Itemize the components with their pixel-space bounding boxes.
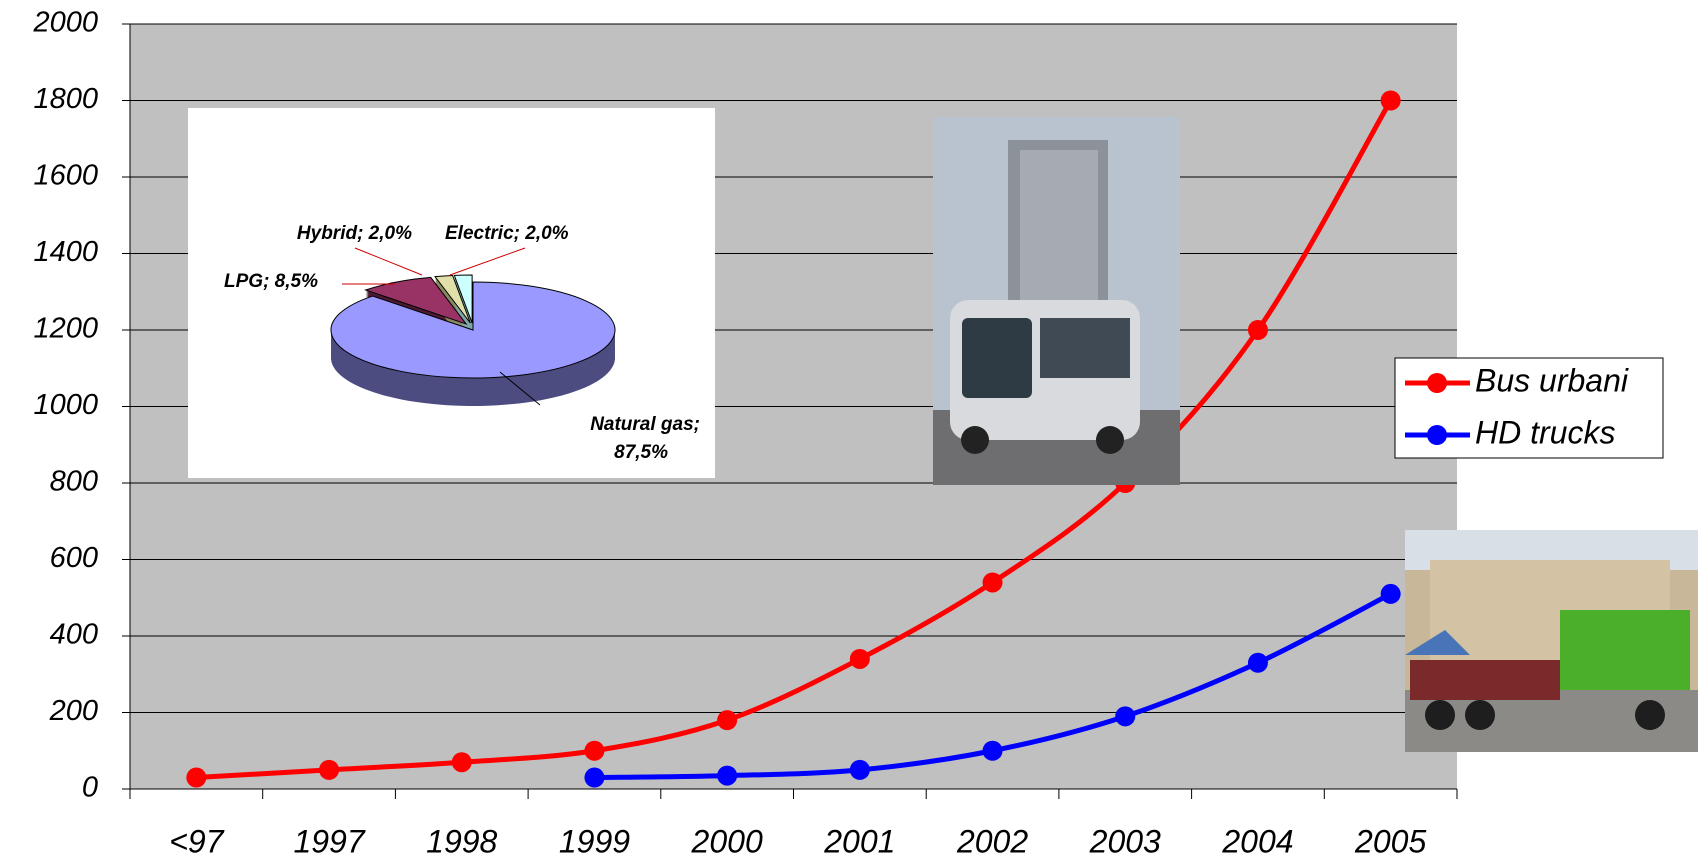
- point: [451, 752, 472, 773]
- pie-slice: [453, 274, 473, 324]
- point: [982, 740, 1003, 761]
- legend-marker: [1427, 373, 1447, 393]
- point: [1380, 583, 1401, 604]
- pie-slice: [434, 274, 471, 324]
- leader-line: [354, 247, 423, 276]
- y-tick-label: 1600: [33, 160, 98, 192]
- point: [849, 648, 870, 669]
- x-tick-label: 2004: [1221, 823, 1293, 859]
- x-tick-label: 2003: [1089, 823, 1161, 859]
- legend-marker: [1427, 425, 1447, 445]
- point: [1247, 320, 1268, 340]
- pie-slice: [364, 276, 468, 325]
- pie-label: Hybrid; 2,0%: [297, 223, 412, 244]
- y-tick-label: 1400: [33, 236, 98, 268]
- grid: 0 200 400 600 800 1000 1200 1400 1600 1800 2000 <97…: [32, 7, 1458, 859]
- x-tick-label: 2005: [1354, 823, 1426, 859]
- pie-slice: [330, 281, 616, 379]
- point: [584, 767, 605, 788]
- point: [1247, 652, 1268, 673]
- pie-chart: Natural gas; 87,5% LPG; 8,5% Hybrid; 2,0% El…: [224, 223, 700, 463]
- y-tick-label: 1800: [33, 83, 98, 115]
- point: [584, 740, 605, 761]
- point: [319, 759, 340, 780]
- y-tick-label: 200: [49, 695, 98, 727]
- y-tick-label: 2000: [32, 7, 98, 39]
- x-tick-label: 2000: [691, 823, 763, 859]
- x-tick-label: 1999: [559, 823, 630, 859]
- x-tick-label: 1998: [426, 823, 497, 859]
- legend-label: HD trucks: [1475, 414, 1615, 450]
- y-tick-label: 1000: [33, 389, 98, 421]
- y-tick-label: 400: [50, 619, 98, 651]
- point: [186, 767, 207, 788]
- point: [849, 759, 870, 780]
- pie-label: Natural gas; 87,5%: [590, 414, 700, 463]
- bus-photo: [933, 117, 1180, 485]
- leader-line: [449, 247, 526, 276]
- x-tick-label: 2002: [956, 823, 1028, 859]
- x-tick-label: 1997: [293, 823, 365, 859]
- x-tick-label: 2001: [823, 823, 895, 859]
- point: [717, 765, 738, 786]
- y-tick-label: 800: [50, 466, 98, 498]
- point: [1115, 706, 1136, 727]
- point: [717, 710, 738, 731]
- leader-line: [499, 371, 541, 406]
- point: [982, 572, 1003, 593]
- pie-label: Electric; 2,0%: [445, 223, 569, 244]
- pie-label: LPG; 8,5%: [224, 271, 318, 292]
- y-tick-label: 1200: [33, 313, 98, 345]
- legend-entries: Bus urbani HD trucks: [1405, 362, 1629, 450]
- series-line: [196, 99, 1393, 781]
- y-tick-label: 0: [82, 772, 98, 804]
- y-tick-label: 600: [50, 542, 98, 574]
- truck-photo: [1405, 530, 1698, 752]
- x-tick-label: <97: [169, 823, 224, 859]
- legend-label: Bus urbani: [1475, 362, 1629, 398]
- point: [1380, 90, 1401, 111]
- lines: [186, 90, 1401, 788]
